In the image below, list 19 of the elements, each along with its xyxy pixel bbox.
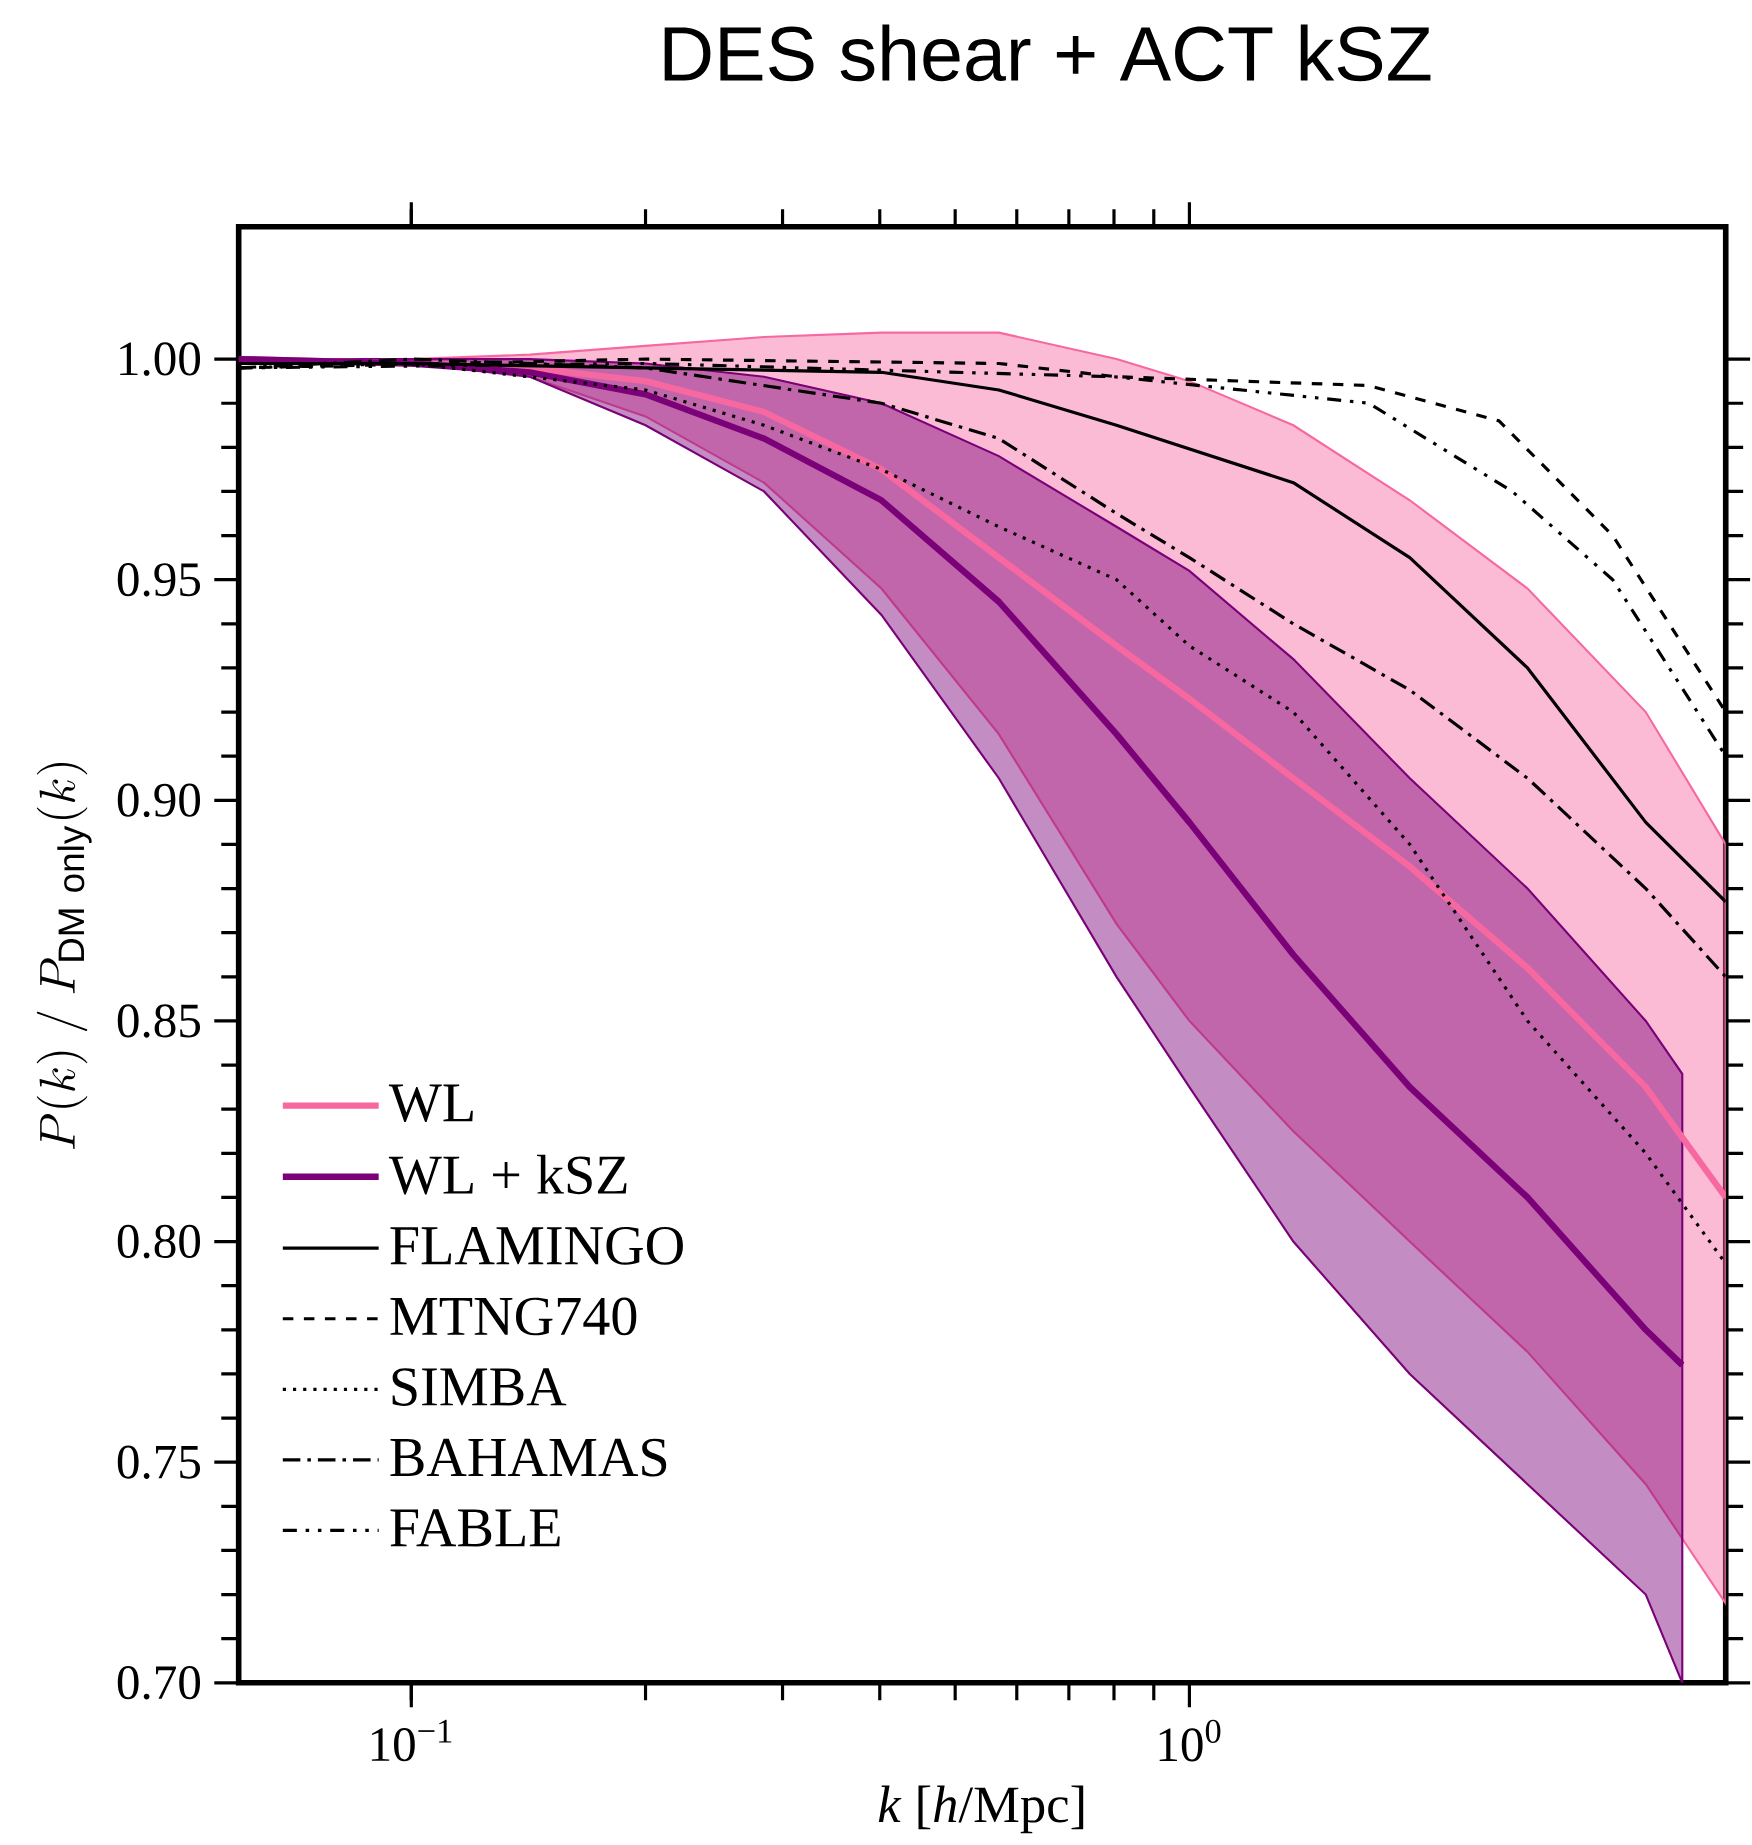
legend-label: WL xyxy=(389,1084,473,1123)
legend-label: SIMBA xyxy=(392,1368,567,1406)
y-tick-label: 1.00 xyxy=(120,342,201,376)
legend-label: FABLE xyxy=(390,1509,560,1547)
legend-label: MTNG740 xyxy=(390,1297,637,1336)
y-axis-title: $P(k)\ /\ P_{\mathrm{DM\ only}}(k)$ xyxy=(36,763,92,1150)
y-tick-label: 0.80 xyxy=(117,1224,201,1259)
y-tick-label: 0.95 xyxy=(117,562,201,597)
chart-title: DES shear + ACT kSZ xyxy=(664,24,1431,82)
x-axis-title: k [h/Mpc] xyxy=(878,1785,1084,1834)
legend-label: WL + kSZ xyxy=(389,1154,627,1195)
y-tick-label: 0.85 xyxy=(117,1004,201,1038)
legend-label: BAHAMAS xyxy=(390,1438,667,1477)
y-tick-label: 0.70 xyxy=(117,1666,201,1700)
legend-label: FLAMINGO xyxy=(390,1226,684,1265)
x-tick-label: 10$^{−1}$ xyxy=(372,1719,452,1762)
y-tick-label: 0.90 xyxy=(117,783,201,818)
y-tick-label: 0.75 xyxy=(117,1445,201,1479)
x-tick-label: 10$^{0}$ xyxy=(1159,1719,1221,1762)
